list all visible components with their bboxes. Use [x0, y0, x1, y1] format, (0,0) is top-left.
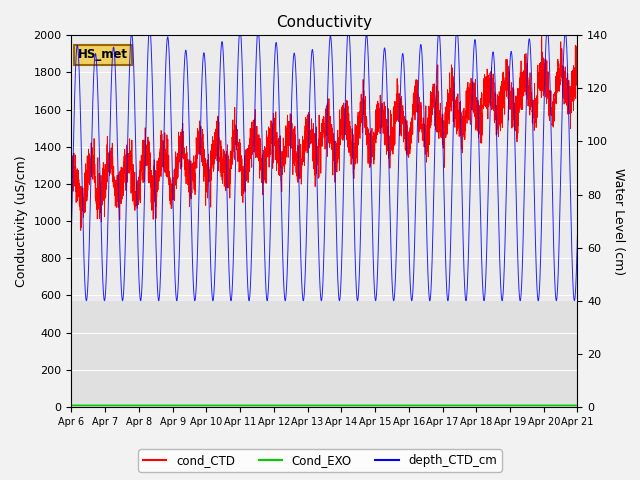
Text: HS_met: HS_met	[78, 48, 128, 61]
Bar	[72, 36, 577, 301]
Title: Conductivity: Conductivity	[276, 15, 372, 30]
Y-axis label: Conductivity (uS/cm): Conductivity (uS/cm)	[15, 156, 28, 287]
Legend: cond_CTD, Cond_EXO, depth_CTD_cm: cond_CTD, Cond_EXO, depth_CTD_cm	[138, 449, 502, 472]
Y-axis label: Water Level (cm): Water Level (cm)	[612, 168, 625, 275]
